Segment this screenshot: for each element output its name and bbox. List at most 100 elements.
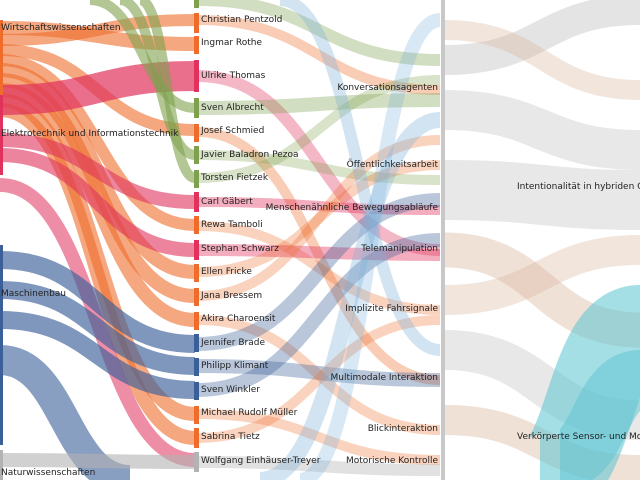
person-bar <box>194 358 199 376</box>
person-label: Philipp Klimant <box>201 361 269 371</box>
person-bar <box>194 406 199 424</box>
topic-bar <box>441 0 445 480</box>
flow-band <box>0 345 132 480</box>
person-label: Sven Albrecht <box>201 103 264 113</box>
flow-band <box>444 160 640 230</box>
person-bar <box>194 312 199 330</box>
flow-band <box>444 0 640 75</box>
flow-band <box>89 0 196 113</box>
person-bar <box>194 288 199 306</box>
person-bar <box>194 452 199 472</box>
person-label: Josef Schmied <box>201 126 265 136</box>
person-bar <box>194 334 199 352</box>
flow-band <box>0 14 196 46</box>
flow-band <box>197 150 441 185</box>
flow-band <box>258 112 442 480</box>
theme-label: Verkörperte Sensor- und Moto <box>517 432 640 442</box>
person-label: Rewa Tamboli <box>201 220 263 230</box>
person-label: Ulrike Thomas <box>201 71 266 81</box>
topic-label: Motorische Kontrolle <box>346 456 438 466</box>
flow-band <box>444 235 640 315</box>
flow-band <box>0 311 196 399</box>
flow-band <box>197 244 441 261</box>
person-label: Jana Bressem <box>201 291 263 301</box>
flow-band <box>197 160 441 277</box>
flow-band <box>197 75 441 183</box>
topic-label: Blickinteraktion <box>367 424 438 434</box>
flow-band <box>444 20 640 100</box>
person-label: Sven Winkler <box>201 385 260 395</box>
person-bar <box>194 0 199 8</box>
flow-band <box>197 93 441 115</box>
person-bar <box>194 428 199 448</box>
topic-label: Telemanipulation <box>361 244 438 254</box>
flow-band <box>197 456 441 476</box>
discipline-label: Maschinenbau <box>1 289 66 299</box>
theme-label: Intentionalität in hybriden Ge <box>517 182 640 192</box>
person-label: Sabrina Tietz <box>201 432 260 442</box>
topic-label: Implizite Fahrsignale <box>345 304 438 314</box>
person-bar <box>194 98 199 118</box>
person-bar <box>194 124 199 142</box>
person-label: Jennifer Brade <box>201 338 266 348</box>
flow-band <box>554 350 640 480</box>
person-label: Ellen Fricke <box>201 267 252 277</box>
person-bar <box>194 60 199 92</box>
flow-band <box>197 15 441 95</box>
flow-band <box>197 197 441 215</box>
person-bar <box>194 146 199 164</box>
discipline-label: Elektrotechnik und Informationstechnik <box>1 129 179 139</box>
flow-band <box>138 0 197 183</box>
topic-label: Multimodale Interaktion <box>330 373 439 383</box>
person-label: Torsten Fietzek <box>201 173 269 183</box>
discipline-bar <box>0 20 3 130</box>
person-bar <box>194 170 199 188</box>
topic-label: Konversationsagenten <box>337 83 438 93</box>
person-label: Javier Baladron Pezoa <box>201 150 299 160</box>
discipline-label: Wirtschaftswissenschaften <box>1 23 121 33</box>
topic-label: Öffentlichkeitsarbeit <box>346 160 438 170</box>
flow-band <box>197 135 441 301</box>
flow-band <box>0 54 196 231</box>
flow-band <box>197 233 441 397</box>
person-bar <box>194 382 199 400</box>
flow-band <box>0 133 196 209</box>
flow-band <box>0 281 196 375</box>
flow-band <box>0 251 196 353</box>
flow-band <box>197 0 441 66</box>
person-bar <box>194 192 199 212</box>
flow-band <box>279 0 441 356</box>
flow-band <box>197 315 441 435</box>
discipline-bar <box>0 450 3 480</box>
flow-band <box>197 221 441 315</box>
flow-band <box>197 193 441 351</box>
person-label: Michael Rudolf Müller <box>201 408 298 418</box>
discipline-label: Naturwissenschaften <box>1 468 96 478</box>
flow-band <box>0 148 196 257</box>
flow-band <box>197 70 441 256</box>
flow-band <box>197 409 441 465</box>
person-label: Ingmar Rothe <box>201 38 263 48</box>
person-bar <box>194 240 199 260</box>
person-bar <box>194 264 199 282</box>
person-bar <box>194 216 199 234</box>
flow-band <box>0 103 196 445</box>
topic-label: Menschenähnliche Bewegungsabläufe <box>265 203 438 213</box>
person-label: Stephan Schwarz <box>201 244 279 254</box>
person-label: Wolfgang Einhäuser-Treyer <box>201 456 321 466</box>
flow-band <box>0 453 196 469</box>
flow-band <box>197 315 441 443</box>
person-label: Christian Pentzold <box>201 15 283 25</box>
flow-band <box>298 13 442 480</box>
flow-band <box>197 127 441 385</box>
discipline-bar <box>0 95 3 175</box>
discipline-bar <box>0 245 3 445</box>
flow-band <box>197 359 441 387</box>
flow-band <box>444 90 640 170</box>
person-bar <box>194 13 199 33</box>
person-label: Akira Charoensit <box>201 314 276 324</box>
person-bar <box>194 36 199 54</box>
person-label: Carl Gäbert <box>201 197 253 207</box>
